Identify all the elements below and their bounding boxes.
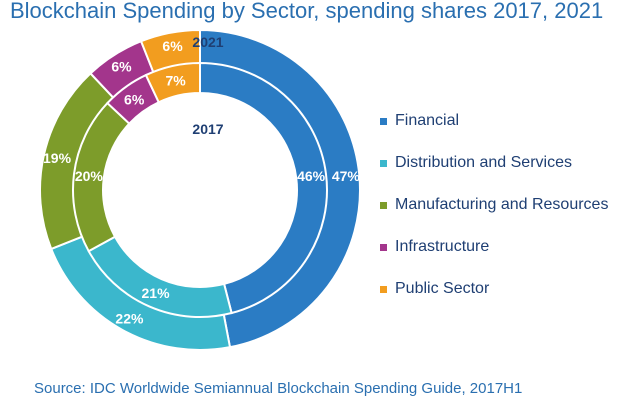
legend-label: Infrastructure — [395, 238, 490, 255]
label-2021-financial: 47% — [332, 168, 361, 184]
label-2017-public-sector: 7% — [165, 73, 186, 89]
label-2021-infrastructure: 6% — [111, 58, 132, 74]
legend-item-manufacturing-and-resources: Manufacturing and Resources — [380, 184, 608, 226]
label-2021-public-sector: 6% — [162, 38, 183, 54]
slice-2017-financial — [199, 61, 328, 315]
label-2021-distribution-and-services: 22% — [115, 310, 144, 326]
slice-2017-public-sector — [144, 61, 201, 104]
chart-legend: Financial Distribution and Services Manufa… — [380, 100, 608, 310]
legend-item-public-sector: Public Sector — [380, 268, 608, 310]
source-note: Source: IDC Worldwide Semiannual Blockch… — [34, 380, 523, 397]
chart-title: Blockchain Spending by Sector, spending … — [10, 0, 604, 23]
legend-swatch — [380, 117, 387, 125]
legend-swatch — [380, 243, 387, 251]
legend-swatch — [380, 285, 387, 293]
legend-label: Public Sector — [395, 280, 490, 297]
legend-item-distribution-and-services: Distribution and Services — [380, 142, 608, 184]
label-2017-financial: 46% — [297, 168, 326, 184]
label-2017-manufacturing-and-resources: 20% — [75, 168, 104, 184]
inner-ring-2017 — [72, 61, 328, 318]
outer-ring-label: 2021 — [192, 34, 223, 50]
legend-item-infrastructure: Infrastructure — [380, 226, 608, 268]
slice-labels: 46% 21% 20% 6% 7% 47% 22% 19% 6% 6% — [43, 38, 360, 326]
label-2021-manufacturing-and-resources: 19% — [43, 150, 72, 166]
inner-ring-label: 2017 — [192, 121, 223, 137]
legend-swatch — [380, 201, 387, 209]
label-2017-infrastructure: 6% — [124, 91, 145, 107]
legend-label: Financial — [395, 112, 460, 129]
legend-swatch — [380, 159, 387, 167]
legend-label: Distribution and Services — [395, 154, 572, 171]
legend-item-financial: Financial — [380, 100, 608, 142]
legend-label: Manufacturing and Resources — [395, 196, 609, 213]
label-2017-distribution-and-services: 21% — [142, 285, 171, 301]
